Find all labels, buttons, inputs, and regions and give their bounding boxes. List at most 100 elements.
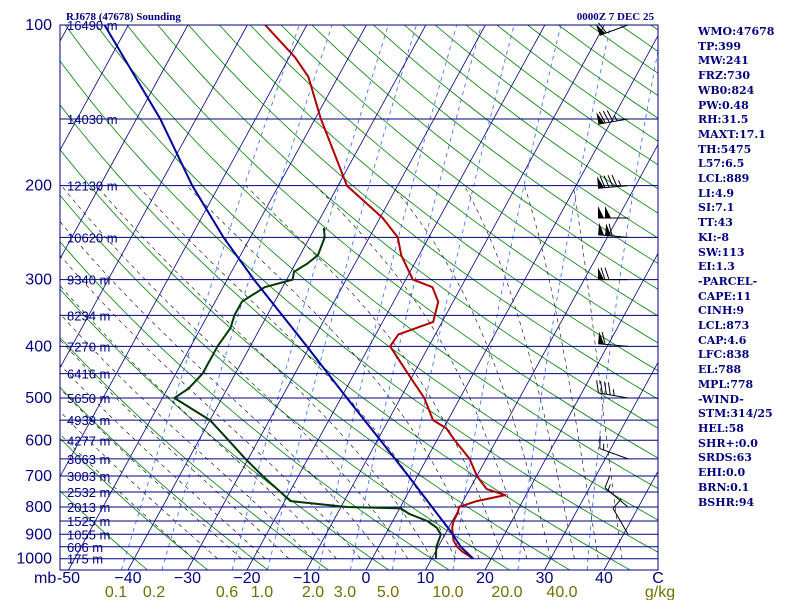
mixing-ratio-line [231, 25, 389, 570]
moist-adiabat-line [315, 185, 528, 559]
index-entry: LI:4.9 [698, 186, 735, 200]
pressure-tick-label: 700 [25, 468, 52, 485]
wind-barb-feather [607, 175, 614, 188]
isotherm-line [60, 25, 189, 260]
height-label: 5650 m [67, 391, 110, 406]
index-entry: SW:113 [698, 245, 745, 259]
dry-adiabat-line [249, 25, 658, 344]
height-label: 3663 m [67, 452, 110, 467]
mixing-ratio-label: g/kg [645, 584, 675, 600]
isotherm-line [60, 25, 248, 369]
pressure-tick-label: 400 [25, 338, 52, 355]
wind-barb-feather [604, 267, 610, 280]
wind-barb-pennant [605, 223, 612, 236]
pressure-tick-label: 1000 [16, 551, 52, 568]
sounding-traces [103, 25, 507, 560]
temperature-tick-label: 10 [417, 570, 435, 587]
moist-adiabat-line [60, 433, 194, 559]
index-entry: MAXT:17.1 [698, 127, 766, 141]
moist-adiabat-line [186, 185, 480, 559]
wind-barb-feather [604, 475, 611, 488]
height-label: 2532 m [67, 485, 110, 500]
wind-barb-pennant [597, 176, 605, 189]
wind-barb [599, 435, 629, 460]
pressure-tick-label: 800 [25, 499, 52, 516]
mixing-ratio-label: 0.2 [143, 584, 165, 600]
mixing-ratio-label: 3.0 [334, 584, 356, 600]
dry-adiabat-line [126, 25, 658, 459]
wind-barb-pennant [598, 267, 604, 280]
mixing-ratio-label: 2.0 [302, 584, 324, 600]
dry-adiabat-line [60, 386, 269, 570]
wind-barb-shaft [612, 508, 629, 535]
height-label: 7270 m [67, 339, 110, 354]
wind-barb-shaft [598, 343, 629, 347]
index-entry: PW:0.48 [698, 98, 749, 112]
moist-adiabat-line [245, 185, 504, 559]
mixing-ratio-label: 20.0 [491, 584, 522, 600]
index-entry: MW:241 [698, 54, 749, 68]
index-entry: EL:788 [698, 363, 742, 377]
dry-adiabat-line [188, 25, 658, 400]
dry-adiabat-line [60, 241, 450, 570]
wind-barb-shaft [604, 487, 629, 508]
moist-adiabat-line [524, 185, 599, 559]
mixing-ratio-label: 10.0 [432, 584, 463, 600]
wind-barb-pennant [598, 331, 605, 345]
dry-adiabat-line [60, 60, 658, 553]
temperature-tick-label: 20 [476, 570, 494, 587]
isotherm-line [60, 25, 70, 43]
wind-barb-half-feather [607, 484, 611, 491]
height-label: 10620 m [67, 230, 118, 245]
dry-adiabat-line [95, 25, 658, 490]
index-entry: MPL:778 [698, 377, 754, 391]
parcel-trace [103, 25, 474, 560]
moist-adiabat-line [60, 388, 242, 559]
temperature-tick-label: −20 [233, 570, 260, 587]
height-label: 8234 m [67, 308, 110, 323]
moist-adiabat-line [60, 254, 361, 559]
index-entry: BSHR:94 [698, 495, 755, 509]
index-entry: LCL:889 [698, 172, 750, 186]
wind-barb-feather [602, 110, 610, 123]
wind-barb-pennant [595, 23, 606, 36]
pressure-tick-label: 100 [25, 17, 52, 34]
height-label: 4277 m [67, 433, 110, 448]
moist-adiabat-line [60, 364, 266, 559]
isotherm-line [484, 252, 658, 570]
height-label: 1525 m [67, 514, 110, 529]
mixing-ratio-label: 0.1 [105, 584, 127, 600]
mixing-ratio-line [586, 48, 658, 570]
wind-barb-pennant [598, 206, 604, 219]
wind-barb-half-feather [618, 180, 622, 187]
isotherm-line [187, 25, 486, 570]
wind-barb-pennant [598, 222, 605, 236]
index-entry: RH:31.5 [698, 113, 749, 127]
wind-barb-feather [596, 380, 599, 393]
wind-barb-feather [599, 175, 606, 188]
index-entry: LCL:873 [698, 319, 750, 333]
wind-barb-half-feather [613, 115, 618, 122]
mixing-ratio-label: 5.0 [377, 584, 399, 600]
wind-barb-feather [607, 382, 611, 395]
isotherm-line [544, 361, 658, 570]
mixing-ratio-label: 1.0 [251, 584, 273, 600]
moist-adiabat-line [60, 221, 385, 559]
dry-adiabat-line [60, 104, 631, 570]
height-label: 4939 m [67, 413, 110, 428]
wind-barb [598, 206, 628, 219]
index-entry: EHI:0.0 [698, 466, 746, 480]
dry-adiabat-line [60, 437, 209, 570]
moist-adiabat-line [572, 185, 623, 559]
pressure-tick-label: 300 [25, 272, 52, 289]
mixing-ratio-line [391, 25, 515, 570]
temperature-tick-label: 40 [595, 570, 613, 587]
wind-barb-shaft [599, 448, 629, 460]
mixing-ratio-line [121, 25, 300, 570]
wind-barb-feather [611, 174, 618, 187]
height-label: 2013 m [67, 500, 110, 515]
wind-barb [598, 331, 629, 347]
isotherm-line [306, 25, 605, 570]
height-label: 14030 m [67, 112, 118, 127]
